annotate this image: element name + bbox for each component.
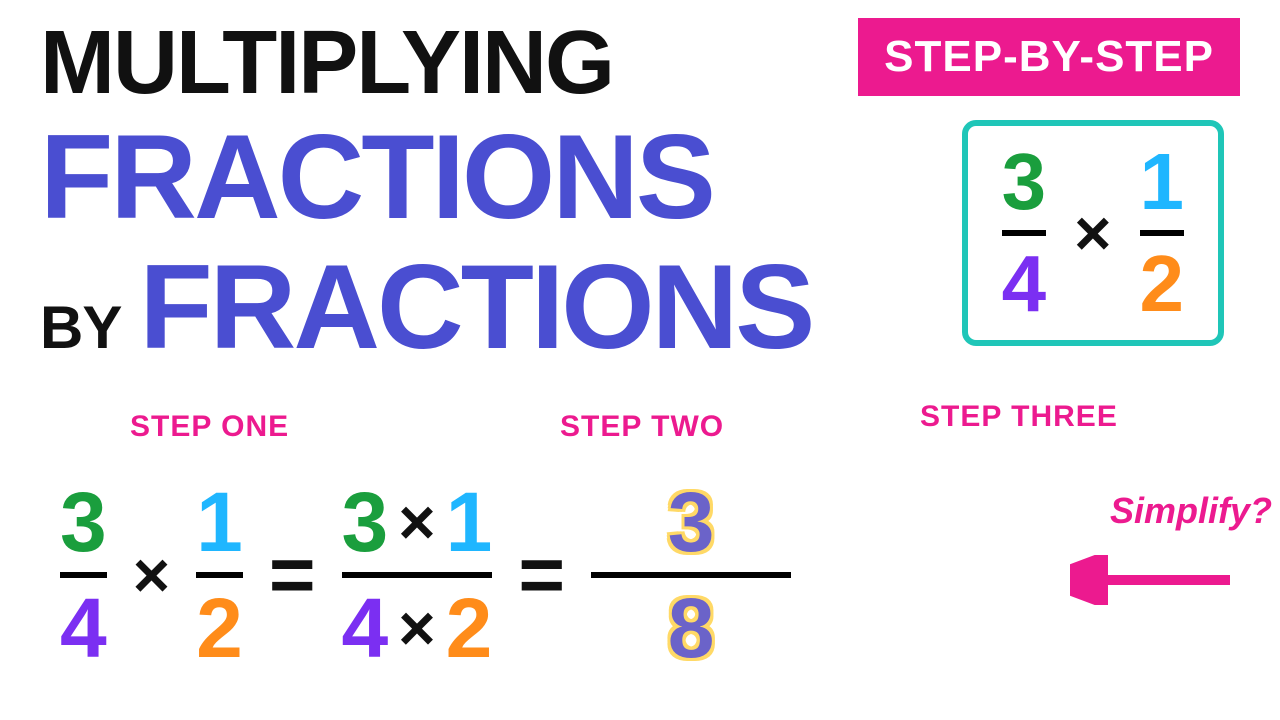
infographic-canvas: MULTIPLYING FRACTIONS BY FRACTIONS STEP-…: [0, 0, 1280, 720]
eq-frac1-den: 4: [60, 586, 107, 670]
example-frac2-denominator: 2: [1140, 244, 1185, 324]
fraction-bar: [60, 572, 107, 578]
eq-result-num: 3: [668, 480, 715, 564]
title-by: BY: [40, 293, 121, 362]
fraction-bar: [591, 572, 791, 578]
arrow-icon: [1070, 555, 1240, 605]
eq-combined-den-a: 4: [342, 586, 389, 670]
multiply-icon: ×: [1074, 196, 1111, 270]
eq-combined-num-a: 3: [342, 480, 389, 564]
eq-frac2-num: 1: [196, 480, 243, 564]
title-fractions-2: FRACTIONS: [139, 238, 812, 376]
eq-combined-den-b: 2: [446, 586, 493, 670]
multiply-icon: ×: [398, 596, 435, 660]
eq-fraction-2: 1 2: [196, 480, 243, 670]
eq-combined-num-b: 1: [446, 480, 493, 564]
equals-sign: =: [518, 529, 565, 621]
eq-frac2-den: 2: [196, 586, 243, 670]
example-fraction-1: 3 4: [1002, 142, 1047, 324]
step-one-label: STEP ONE: [130, 410, 289, 444]
eq-result-den: 8: [668, 586, 715, 670]
multiply-icon: ×: [133, 538, 170, 612]
example-frac1-numerator: 3: [1002, 142, 1047, 222]
title-line-2: FRACTIONS: [40, 108, 713, 246]
simplify-label: Simplify?: [1110, 490, 1272, 532]
title-line-1: MULTIPLYING: [40, 12, 613, 115]
eq-combined-fraction: 3 × 1 4 × 2: [342, 480, 493, 670]
equals-sign: =: [269, 529, 316, 621]
eq-frac1-num: 3: [60, 480, 107, 564]
fraction-bar: [1140, 230, 1185, 236]
multiply-icon: ×: [398, 490, 435, 554]
fraction-bar: [1002, 230, 1047, 236]
eq-result-fraction: 3 8: [591, 480, 791, 670]
example-fraction-2: 1 2: [1140, 142, 1185, 324]
eq-fraction-1: 3 4: [60, 480, 107, 670]
step-by-step-badge: STEP-BY-STEP: [858, 18, 1240, 96]
step-three-label: STEP THREE: [920, 400, 1118, 434]
eq-combined-den: 4 × 2: [342, 586, 493, 670]
fraction-bar: [342, 572, 493, 578]
fraction-bar: [196, 572, 243, 578]
example-frac1-denominator: 4: [1002, 244, 1047, 324]
eq-combined-num: 3 × 1: [342, 480, 493, 564]
equation-row: 3 4 × 1 2 = 3 × 1 4 × 2 =: [60, 480, 791, 670]
step-two-label: STEP TWO: [560, 410, 724, 444]
example-frac2-numerator: 1: [1140, 142, 1185, 222]
title-line-3: BY FRACTIONS: [40, 238, 812, 376]
example-fraction-box: 3 4 × 1 2: [962, 120, 1224, 346]
